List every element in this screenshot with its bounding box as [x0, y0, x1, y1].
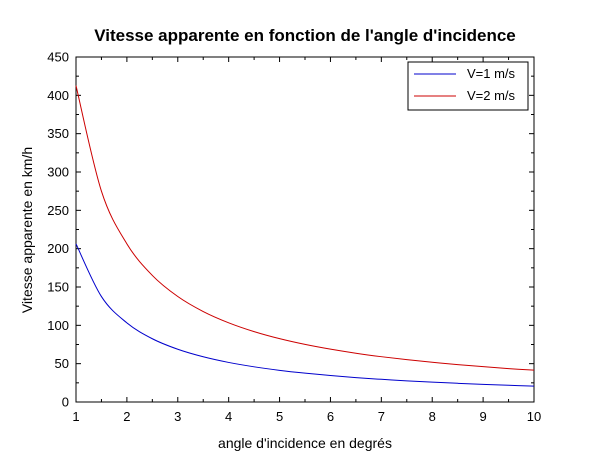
y-tick-label-150: 150: [47, 280, 69, 295]
x-axis-title: angle d'incidence en degrés: [218, 435, 392, 451]
y-tick-label-400: 400: [47, 88, 69, 103]
x-tick-label-1: 1: [72, 409, 79, 424]
x-tick-label-5: 5: [276, 409, 283, 424]
y-tick-label-200: 200: [47, 241, 69, 256]
x-tick-label-9: 9: [479, 409, 486, 424]
series-layer: [75, 85, 535, 387]
y-tick-label-0: 0: [62, 395, 69, 410]
x-tick-label-3: 3: [174, 409, 181, 424]
y-tick-label-50: 50: [55, 356, 69, 371]
legend-label-series-2: V=2 m/s: [467, 88, 516, 103]
x-tick-label-4: 4: [225, 409, 232, 424]
y-tick-label-300: 300: [47, 165, 69, 180]
y-axis-title: Vitesse apparente en km/h: [19, 147, 35, 313]
y-tick-label-450: 450: [47, 50, 69, 65]
x-tick-label-10: 10: [527, 409, 541, 424]
x-tick-label-7: 7: [378, 409, 385, 424]
series-line-2: [75, 85, 535, 371]
x-tick-label-6: 6: [327, 409, 334, 424]
x-tick-label-8: 8: [429, 409, 436, 424]
y-tick-label-100: 100: [47, 318, 69, 333]
y-tick-label-250: 250: [47, 203, 69, 218]
y-tick-label-350: 350: [47, 126, 69, 141]
legend: V=1 m/s V=2 m/s: [407, 61, 529, 111]
legend-box: [407, 61, 529, 111]
chart-title: Vitesse apparente en fonction de l'angle…: [94, 26, 516, 45]
series-line-1: [75, 243, 535, 387]
legend-label-series-1: V=1 m/s: [467, 66, 516, 81]
x-tick-label-2: 2: [123, 409, 130, 424]
